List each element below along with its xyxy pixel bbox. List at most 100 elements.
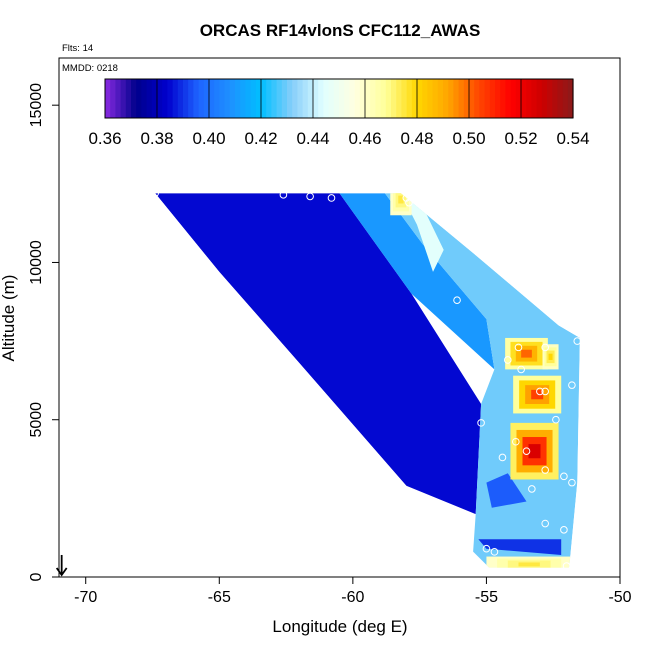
sample-point: [536, 387, 544, 396]
colorbar-swatch: [302, 79, 309, 118]
arrow-head: [55, 567, 68, 577]
colorbar-swatch: [443, 79, 449, 118]
colorbar-swatch: [406, 79, 413, 118]
colorbar-swatch: [266, 79, 272, 118]
x-tick-label: -65: [208, 589, 231, 606]
sample-point: [541, 466, 550, 474]
colorbar-swatch: [271, 79, 278, 118]
sample-point: [512, 437, 520, 446]
colorbar-swatch: [562, 79, 569, 118]
x-tick-label: -60: [341, 589, 364, 606]
sample-point: [306, 192, 314, 201]
sample-point: [541, 387, 550, 396]
colorbar-swatch: [339, 79, 345, 118]
colorbar-swatch: [313, 79, 319, 118]
x-tick-label: -50: [608, 589, 631, 606]
colorbar-swatch: [281, 79, 288, 118]
field-hotspot-cell: [531, 389, 544, 400]
sample-point: [541, 519, 550, 528]
y-tick-label: 5000: [28, 402, 45, 438]
colorbar-swatch: [214, 79, 220, 118]
flights-annotation: Flts: 14: [62, 43, 93, 54]
sample-point: [405, 198, 413, 207]
colorbar-swatch: [567, 79, 574, 118]
sample-point: [514, 343, 523, 352]
field-hotspot-cell: [398, 195, 404, 204]
colorbar-swatch: [131, 79, 137, 118]
colorbar-tick-label: 0.38: [140, 129, 173, 148]
colorbar-swatch: [349, 79, 356, 118]
colorbar-swatch: [255, 79, 262, 118]
sample-point: [528, 485, 536, 493]
colorbar-swatch: [209, 79, 215, 118]
colorbar-swatch: [188, 79, 194, 118]
sample-point: [482, 568, 491, 577]
colorbar-swatch: [531, 79, 538, 118]
colorbar-swatch: [120, 79, 127, 118]
colorbar-swatch: [391, 79, 397, 118]
y-tick-label: 10000: [28, 240, 45, 285]
colorbar-swatch: [453, 79, 460, 118]
colorbar-swatch: [479, 79, 486, 118]
colorbar-swatch: [422, 79, 428, 118]
colorbar-swatch: [105, 79, 111, 118]
colorbar-swatch: [432, 79, 439, 118]
sample-point: [568, 381, 576, 389]
sample-point: [573, 337, 582, 345]
colorbar-swatch: [552, 79, 558, 118]
field-hotspot-cell: [528, 444, 541, 459]
colorbar-swatch: [125, 79, 132, 118]
sample-point: [560, 472, 568, 481]
colorbar-swatch: [245, 79, 252, 118]
field-region: [478, 539, 562, 555]
colorbar-swatch: [354, 79, 361, 118]
colorbar-swatch: [385, 79, 392, 118]
colorbar-swatch: [235, 79, 241, 118]
colorbar-swatch: [250, 79, 257, 118]
x-axis: -70 -65 -60 -55 -50: [74, 577, 632, 606]
colorbar-swatch: [469, 79, 475, 118]
sample-point: [453, 296, 461, 305]
sample-point: [560, 526, 568, 534]
colorbar-tick-label: 0.46: [348, 129, 381, 148]
colorbar-tick-label: 0.40: [192, 129, 225, 148]
colorbar-swatch: [151, 79, 158, 118]
sample-point: [327, 194, 336, 202]
sample-point: [568, 478, 576, 487]
colorbar-swatch: [146, 79, 153, 118]
sample-point: [477, 419, 485, 427]
colorbar-tick-label: 0.52: [504, 129, 537, 148]
colorbar-swatch: [448, 79, 454, 118]
colorbar-swatch: [157, 79, 163, 118]
colorbar: 0.36 0.38 0.40 0.42 0.44 0.46 0.48 0.50 0.52 0.54: [88, 78, 590, 148]
colorbar-swatch: [474, 79, 480, 118]
colorbar-swatch: [172, 79, 179, 118]
colorbar-swatch: [115, 79, 122, 118]
y-axis-label: Altitude (m): [0, 275, 18, 362]
colorbar-swatch: [505, 79, 512, 118]
sample-point: [520, 568, 528, 577]
colorbar-swatch: [427, 79, 434, 118]
sample-point: [552, 415, 560, 424]
colorbar-swatch: [287, 79, 293, 118]
colorbar-swatch: [541, 79, 548, 118]
colorbar-swatch: [489, 79, 496, 118]
colorbar-swatch: [495, 79, 501, 118]
colorbar-swatch: [162, 79, 168, 118]
colorbar-tick-label: 0.48: [400, 129, 433, 148]
sample-point: [482, 544, 491, 553]
colorbar-swatch: [510, 79, 517, 118]
colorbar-swatch: [521, 79, 527, 118]
x-tick-label: -70: [74, 589, 97, 606]
colorbar-swatch: [141, 79, 148, 118]
y-axis: 0 5000 10000 15000: [28, 83, 59, 581]
field-hotspot-cell: [518, 562, 540, 567]
colorbar-swatch: [344, 79, 350, 118]
colorbar-swatch: [328, 79, 335, 118]
x-tick-label: -55: [475, 589, 498, 606]
colorbar-swatch: [323, 79, 330, 118]
colorbar-swatch: [292, 79, 298, 118]
colorbar-swatch: [177, 79, 184, 118]
colorbar-swatch: [219, 79, 226, 118]
colorbar-swatch: [463, 79, 470, 118]
